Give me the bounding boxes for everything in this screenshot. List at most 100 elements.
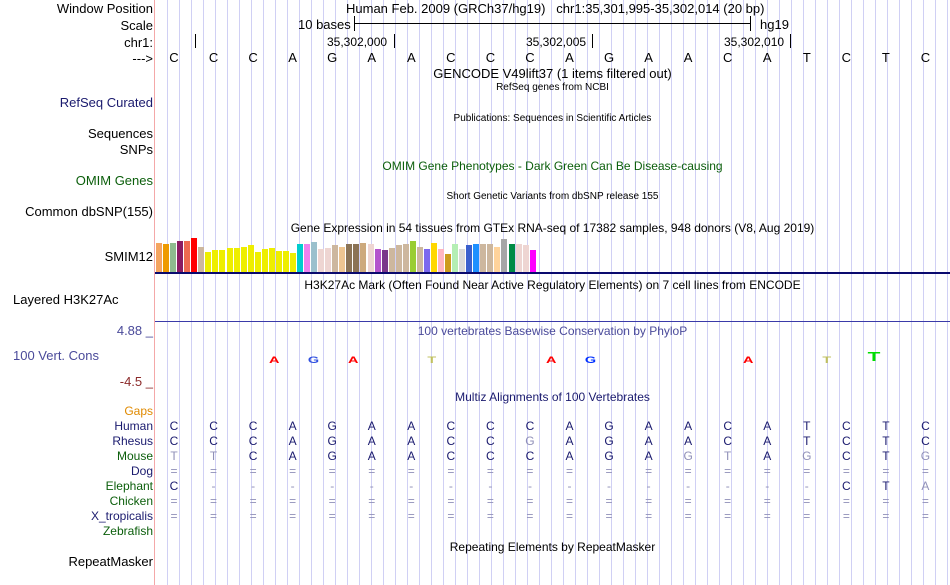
gtex-tissue-bar[interactable]	[332, 245, 339, 272]
gtex-tissue-bar[interactable]	[423, 249, 430, 272]
gtex-tissue-bar[interactable]	[480, 244, 487, 272]
gtex-gene-label[interactable]: SMIM12	[104, 249, 153, 264]
gtex-tissue-bar[interactable]	[198, 246, 205, 272]
alignment-base: =	[565, 494, 573, 508]
gtex-tissue-bar[interactable]	[374, 248, 381, 272]
refseq-track-title[interactable]: RefSeq genes from NCBI	[496, 82, 609, 93]
cons-track-label[interactable]: 100 Vert. Cons	[13, 348, 99, 363]
gtex-tissue-bar[interactable]	[416, 246, 423, 272]
gtex-tissue-bar[interactable]	[515, 243, 522, 272]
gtex-tissue-bar[interactable]	[360, 242, 367, 272]
gtex-tissue-bar[interactable]	[494, 246, 501, 272]
gtex-tissue-bar[interactable]	[438, 248, 444, 272]
alignment-base: =	[684, 494, 692, 508]
gtex-bar-chart[interactable]	[155, 236, 545, 272]
dbsnp-track-label[interactable]: Common dbSNP(155)	[25, 204, 153, 219]
gtex-tissue-bar[interactable]	[473, 244, 480, 272]
gtex-tissue-bar[interactable]	[219, 250, 226, 272]
position-readout: chr1:35,301,995-35,302,014 (20 bp)	[556, 1, 765, 16]
gtex-tissue-bar[interactable]	[459, 248, 466, 272]
alignment-base: G	[920, 449, 931, 463]
refseq-track-label[interactable]: RefSeq Curated	[59, 95, 153, 110]
gtex-tissue-bar[interactable]	[170, 242, 177, 272]
h3k27ac-track-label[interactable]: Layered H3K27Ac	[13, 292, 119, 307]
species-label-human[interactable]: Human	[114, 419, 153, 433]
gtex-tissue-bar[interactable]	[325, 247, 332, 272]
gtex-tissue-bar[interactable]	[282, 251, 289, 272]
species-label-rhesus[interactable]: Rhesus	[112, 434, 153, 448]
dbsnp-track-title[interactable]: Short Genetic Variants from dbSNP releas…	[446, 191, 659, 202]
strand-label[interactable]: --->	[132, 51, 153, 66]
gtex-tissue-bar[interactable]	[205, 252, 212, 272]
alignment-base: A	[644, 419, 653, 433]
gtex-tissue-bar[interactable]	[445, 253, 452, 272]
repeatmasker-track-label[interactable]: RepeatMasker	[68, 554, 153, 569]
repeatmasker-track-title[interactable]: Repeating Elements by RepeatMasker	[449, 540, 656, 554]
gtex-tissue-bar[interactable]	[268, 247, 275, 272]
h3k27ac-track-title[interactable]: H3K27Ac Mark (Often Found Near Active Re…	[304, 278, 801, 292]
alignment-base: =	[724, 494, 732, 508]
assembly-title[interactable]: Human Feb. 2009 (GRCh37/hg19) chr1:35,30…	[346, 1, 765, 16]
gtex-tissue-bar[interactable]	[402, 243, 409, 272]
gtex-tissue-bar[interactable]	[381, 250, 388, 272]
gtex-tissue-bar[interactable]	[177, 240, 184, 272]
gtex-tissue-bar[interactable]	[311, 241, 318, 272]
gtex-tissue-bar[interactable]	[297, 243, 303, 272]
species-label-zebrafish[interactable]: Zebrafish	[102, 524, 153, 538]
gtex-tissue-bar[interactable]	[367, 243, 374, 272]
gtex-tissue-bar[interactable]	[261, 248, 268, 272]
grid-line	[239, 0, 240, 585]
gtex-tissue-bar[interactable]	[304, 243, 311, 272]
multiz-track-title[interactable]: Multiz Alignments of 100 Vertebrates	[455, 390, 650, 404]
gtex-tissue-bar[interactable]	[226, 247, 233, 272]
gencode-track-title[interactable]: GENCODE V49lift37 (1 items filtered out)	[433, 66, 672, 81]
alignment-base: A	[407, 419, 416, 433]
alignment-base: =	[921, 494, 929, 508]
gtex-track-title[interactable]: Gene Expression in 54 tissues from GTEx …	[290, 221, 815, 235]
alignment-base: =	[645, 464, 653, 478]
gtex-tissue-bar[interactable]	[156, 242, 162, 272]
cons-track-title[interactable]: 100 vertebrates Basewise Conservation by…	[417, 324, 688, 338]
gtex-tissue-bar[interactable]	[395, 245, 402, 272]
species-label-chicken[interactable]: Chicken	[109, 494, 153, 508]
gtex-tissue-bar[interactable]	[466, 245, 473, 272]
gtex-tissue-bar[interactable]	[163, 243, 170, 272]
publications-track-title[interactable]: Publications: Sequences in Scientific Ar…	[453, 113, 652, 124]
gtex-tissue-bar[interactable]	[522, 245, 529, 272]
gtex-tissue-bar[interactable]	[240, 246, 247, 272]
gtex-tissue-bar[interactable]	[353, 243, 360, 272]
gtex-tissue-bar[interactable]	[247, 245, 254, 272]
gtex-tissue-bar[interactable]	[233, 247, 240, 272]
gtex-tissue-bar[interactable]	[501, 239, 508, 272]
species-label-elephant[interactable]: Elephant	[105, 479, 153, 493]
alignment-base: =	[882, 494, 890, 508]
snps-track-label[interactable]: SNPs	[119, 142, 153, 157]
gtex-tissue-bar[interactable]	[339, 246, 346, 272]
gtex-tissue-bar[interactable]	[275, 251, 282, 272]
omim-track-label[interactable]: OMIM Genes	[75, 173, 153, 188]
base-letter: A	[288, 50, 297, 65]
gtex-tissue-bar[interactable]	[184, 240, 191, 272]
gtex-tissue-bar[interactable]	[191, 238, 198, 272]
sequences-track-label[interactable]: Sequences	[87, 126, 153, 141]
conservation-glyph: A	[347, 355, 359, 365]
omim-track-title[interactable]: OMIM Gene Phenotypes - Dark Green Can Be…	[382, 159, 723, 173]
species-label-mouse[interactable]: Mouse	[116, 449, 153, 463]
gtex-tissue-bar[interactable]	[508, 243, 515, 272]
gtex-tissue-bar[interactable]	[346, 243, 353, 272]
gtex-tissue-bar[interactable]	[452, 244, 459, 272]
gtex-tissue-bar[interactable]	[487, 243, 494, 272]
gtex-tissue-bar[interactable]	[430, 242, 437, 272]
gtex-tissue-bar[interactable]	[318, 248, 325, 272]
gtex-tissue-bar[interactable]	[409, 240, 416, 272]
gtex-tissue-bar[interactable]	[254, 252, 261, 272]
gtex-tissue-bar[interactable]	[212, 250, 219, 272]
species-label-dog[interactable]: Dog	[130, 464, 153, 478]
alignment-base: A	[407, 449, 416, 463]
species-label-x_tropicalis[interactable]: X_tropicalis	[90, 509, 153, 523]
alignment-base: -	[251, 479, 256, 493]
gtex-tissue-bar[interactable]	[529, 250, 536, 272]
gtex-tissue-bar[interactable]	[388, 247, 395, 272]
gtex-tissue-bar[interactable]	[289, 252, 296, 272]
grid-line	[791, 0, 792, 585]
